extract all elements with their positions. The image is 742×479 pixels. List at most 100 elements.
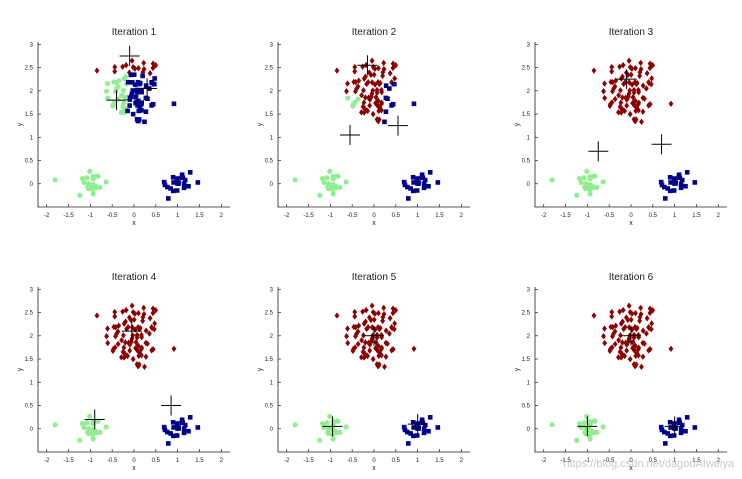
data-point [104, 80, 111, 87]
data-point [381, 310, 387, 318]
data-point [612, 340, 618, 348]
y-tick-label: 2.5 [265, 311, 274, 317]
centroid-marker [388, 115, 408, 136]
data-point [617, 63, 623, 70]
data-point [626, 57, 632, 64]
x-tick-label: 0 [132, 213, 136, 219]
data-point [142, 119, 147, 125]
data-point [131, 72, 137, 77]
data-point [335, 418, 341, 424]
y-tick-label: 2 [527, 334, 531, 340]
data-point [130, 63, 136, 71]
y-axis-label: y [257, 367, 264, 371]
y-tick-label: 0.5 [25, 159, 34, 165]
data-point [583, 181, 589, 188]
x-axis-label: x [132, 465, 136, 472]
y-tick-label: 0 [30, 427, 34, 433]
data-point [122, 94, 128, 101]
data-point [368, 71, 374, 79]
data-point [662, 196, 668, 201]
data-point [617, 348, 623, 356]
x-tick-label: 1 [416, 458, 420, 464]
x-tick-label: -1 [88, 213, 94, 219]
data-point [421, 181, 427, 187]
data-point [671, 176, 677, 181]
data-point [360, 348, 366, 356]
data-point [639, 363, 644, 370]
data-point [132, 65, 138, 72]
data-point [141, 59, 147, 67]
data-point [133, 344, 138, 352]
data-point [330, 421, 336, 427]
data-point [120, 87, 127, 93]
data-point [375, 362, 381, 370]
x-tick-label: -2 [284, 213, 290, 219]
data-point [632, 117, 638, 125]
data-point [134, 331, 140, 339]
data-point [619, 94, 625, 101]
data-point [405, 441, 411, 446]
data-point [640, 327, 646, 334]
data-point [321, 179, 327, 186]
y-tick-label: 0.5 [265, 404, 274, 410]
data-point [81, 179, 87, 186]
data-point [180, 175, 186, 181]
data-point [419, 172, 425, 178]
x-tick-label: -0.5 [347, 213, 358, 219]
data-point [676, 417, 682, 423]
data-point [402, 182, 408, 188]
data-point [365, 107, 370, 115]
data-point [112, 68, 118, 75]
data-point [355, 328, 361, 335]
data-point [139, 108, 144, 113]
x-tick-label: -1.5 [560, 458, 571, 464]
data-point [416, 180, 421, 185]
data-point [639, 118, 644, 125]
data-point [612, 328, 618, 335]
x-tick-label: -2 [44, 458, 50, 464]
data-point [382, 119, 387, 125]
y-tick-label: 0 [527, 182, 531, 188]
centroid-marker [84, 409, 105, 430]
data-point [638, 310, 644, 318]
data-point [362, 94, 368, 101]
data-point [121, 332, 126, 339]
data-point [679, 177, 685, 183]
chart-panel-3: Iteration 3 -2 -1.5 -1 -0.5 0 0.5 1 1.5 2 0 0.5 1 1.5… [514, 27, 727, 227]
data-point [408, 431, 413, 436]
data-point [359, 109, 364, 116]
data-point [112, 63, 118, 71]
x-axis-label: x [372, 465, 376, 472]
data-point [650, 307, 656, 314]
y-tick-label: 1.5 [522, 357, 531, 363]
data-point [195, 180, 201, 185]
data-point [134, 87, 140, 93]
data-point [389, 347, 395, 354]
data-point [659, 427, 665, 433]
data-point [79, 420, 86, 427]
data-point [125, 352, 130, 360]
data-point [327, 168, 333, 174]
data-point [684, 415, 690, 420]
data-point [422, 177, 428, 183]
data-point [171, 345, 177, 353]
data-point [333, 185, 339, 191]
watermark-text: https://blog.csdn.net/dagouAIweiya [563, 458, 734, 470]
x-tick-label: 2 [717, 213, 721, 219]
x-tick-label: 0.5 [392, 458, 401, 464]
data-point [383, 339, 389, 347]
data-point [334, 312, 340, 319]
data-point [584, 168, 590, 174]
data-point [135, 362, 141, 370]
data-point [671, 421, 677, 426]
data-point [618, 109, 624, 116]
data-point [637, 317, 643, 325]
data-point [138, 345, 144, 353]
x-tick-label: 2 [717, 458, 721, 464]
data-point [678, 185, 684, 191]
centroid-marker [322, 416, 343, 437]
data-point [369, 79, 375, 86]
data-point [591, 67, 597, 74]
data-point [133, 339, 139, 346]
data-point [353, 333, 358, 340]
